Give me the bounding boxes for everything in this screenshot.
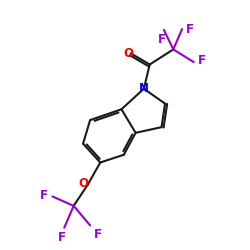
Text: N: N [139, 82, 149, 95]
Text: F: F [158, 34, 166, 46]
Text: O: O [123, 47, 133, 60]
Text: F: F [186, 23, 194, 36]
Text: F: F [40, 189, 48, 202]
Text: F: F [94, 228, 102, 241]
Text: O: O [78, 177, 88, 190]
Text: F: F [198, 54, 206, 68]
Text: F: F [58, 231, 66, 244]
